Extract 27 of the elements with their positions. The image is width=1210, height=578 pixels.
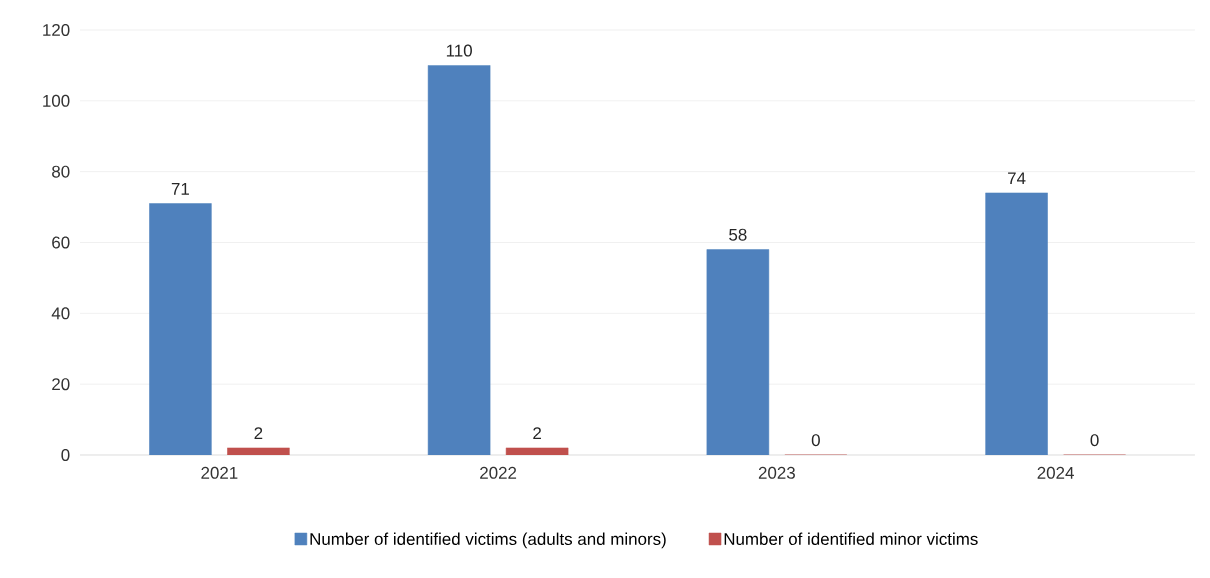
x-tick-label: 2023 [758, 466, 795, 479]
data-label: 2 [533, 427, 541, 440]
x-tick-label: 2021 [201, 466, 238, 479]
bar [505, 447, 569, 455]
y-tick-label: 60 [52, 236, 70, 249]
bar [227, 447, 290, 455]
y-tick-label: 0 [61, 448, 70, 461]
bar [149, 203, 212, 455]
data-label: 110 [446, 44, 472, 57]
y-tick-label: 20 [52, 378, 70, 391]
data-label: 71 [171, 183, 189, 195]
y-tick-label: 100 [43, 94, 70, 107]
data-label: 58 [729, 228, 747, 241]
bar [706, 249, 770, 455]
bar [427, 65, 491, 455]
y-tick-label: 40 [51, 307, 70, 320]
data-label: 0 [811, 434, 820, 447]
data-label: 2 [254, 427, 263, 440]
x-tick-label: 2022 [480, 466, 517, 479]
data-label: 0 [1090, 434, 1099, 447]
legend-label: Number of identified minor victims [724, 532, 978, 546]
y-tick-label: 120 [43, 23, 70, 36]
bar [985, 192, 1048, 455]
legend-label: Number of identified victims (adults and minors) [310, 532, 666, 549]
y-tick-label: 80 [52, 165, 70, 178]
x-tick-label: 2024 [1037, 466, 1074, 479]
data-label: 74 [1008, 172, 1026, 185]
